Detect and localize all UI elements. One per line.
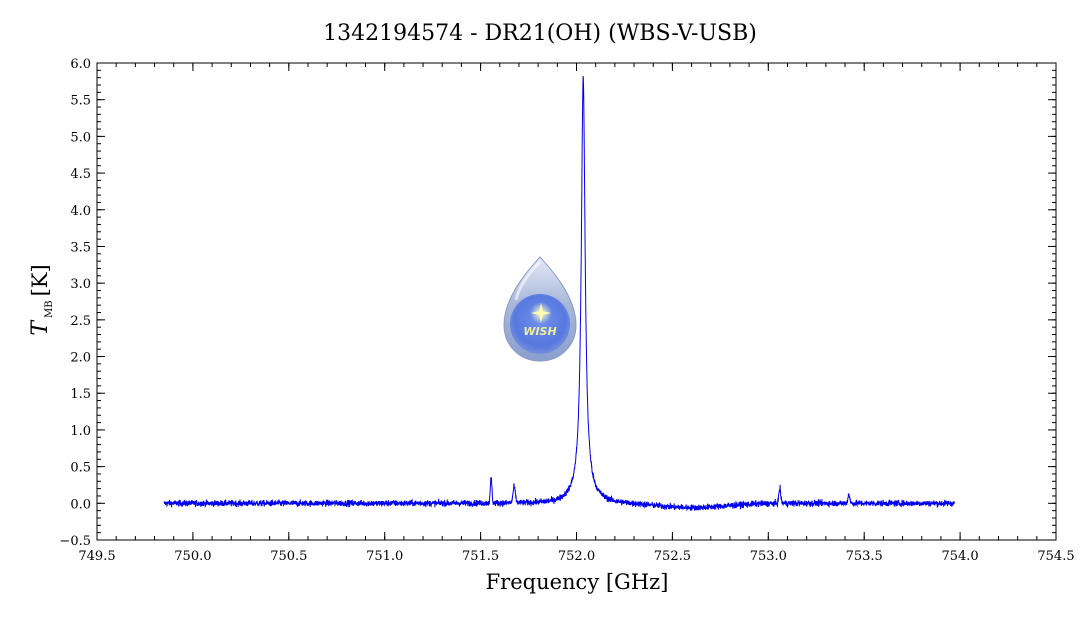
x-tick-label: 750.5 (270, 549, 307, 564)
plot-frame (96, 62, 1057, 541)
x-tick-label: 749.5 (78, 549, 115, 564)
y-axis-label-main: T (28, 319, 53, 336)
wish-droplet-logo: WISH (503, 256, 577, 362)
y-tick-label: 0.0 (70, 497, 91, 512)
logo-text: WISH (523, 325, 556, 338)
x-tick-label: 752.0 (558, 549, 595, 564)
x-tick-label: 754.5 (1037, 549, 1074, 564)
y-tick-label: 1.5 (70, 387, 91, 402)
y-tick-label: 5.5 (70, 94, 91, 109)
x-tick-label: 751.5 (462, 549, 499, 564)
x-axis-label: Frequency [GHz] (486, 570, 669, 594)
star-icon (531, 303, 551, 323)
y-axis-label-sub: MB (44, 300, 55, 318)
y-axis-label: TMB [K] (28, 264, 55, 335)
y-tick-label: 4.0 (70, 204, 91, 219)
x-tick-label: 750.0 (174, 549, 211, 564)
chart-title: 1342194574 - DR21(OH) (WBS-V-USB) (323, 21, 757, 46)
y-tick-label: 2.0 (70, 351, 91, 366)
x-tick-label: 753.5 (846, 549, 883, 564)
y-tick-label: 4.5 (70, 167, 91, 182)
x-tick-label: 754.0 (941, 549, 978, 564)
x-tick-label: 751.0 (366, 549, 403, 564)
y-tick-label: 6.0 (70, 57, 91, 72)
svg-text:TMB[K]: TMB [K] (28, 264, 55, 335)
spectrum-series-line (163, 75, 955, 512)
y-tick-label: 5.0 (70, 130, 91, 145)
y-tick-label: 3.0 (70, 277, 91, 292)
x-tick-label: 752.5 (654, 549, 691, 564)
y-tick-label: 2.5 (70, 314, 91, 329)
x-tick-label: 753.0 (750, 549, 787, 564)
y-tick-label: 0.5 (70, 461, 91, 476)
y-tick-label: −0.5 (59, 534, 91, 549)
y-axis-label-unit: [K] (28, 264, 52, 296)
y-tick-label: 1.0 (70, 424, 91, 439)
y-tick-label: 3.5 (70, 240, 91, 255)
